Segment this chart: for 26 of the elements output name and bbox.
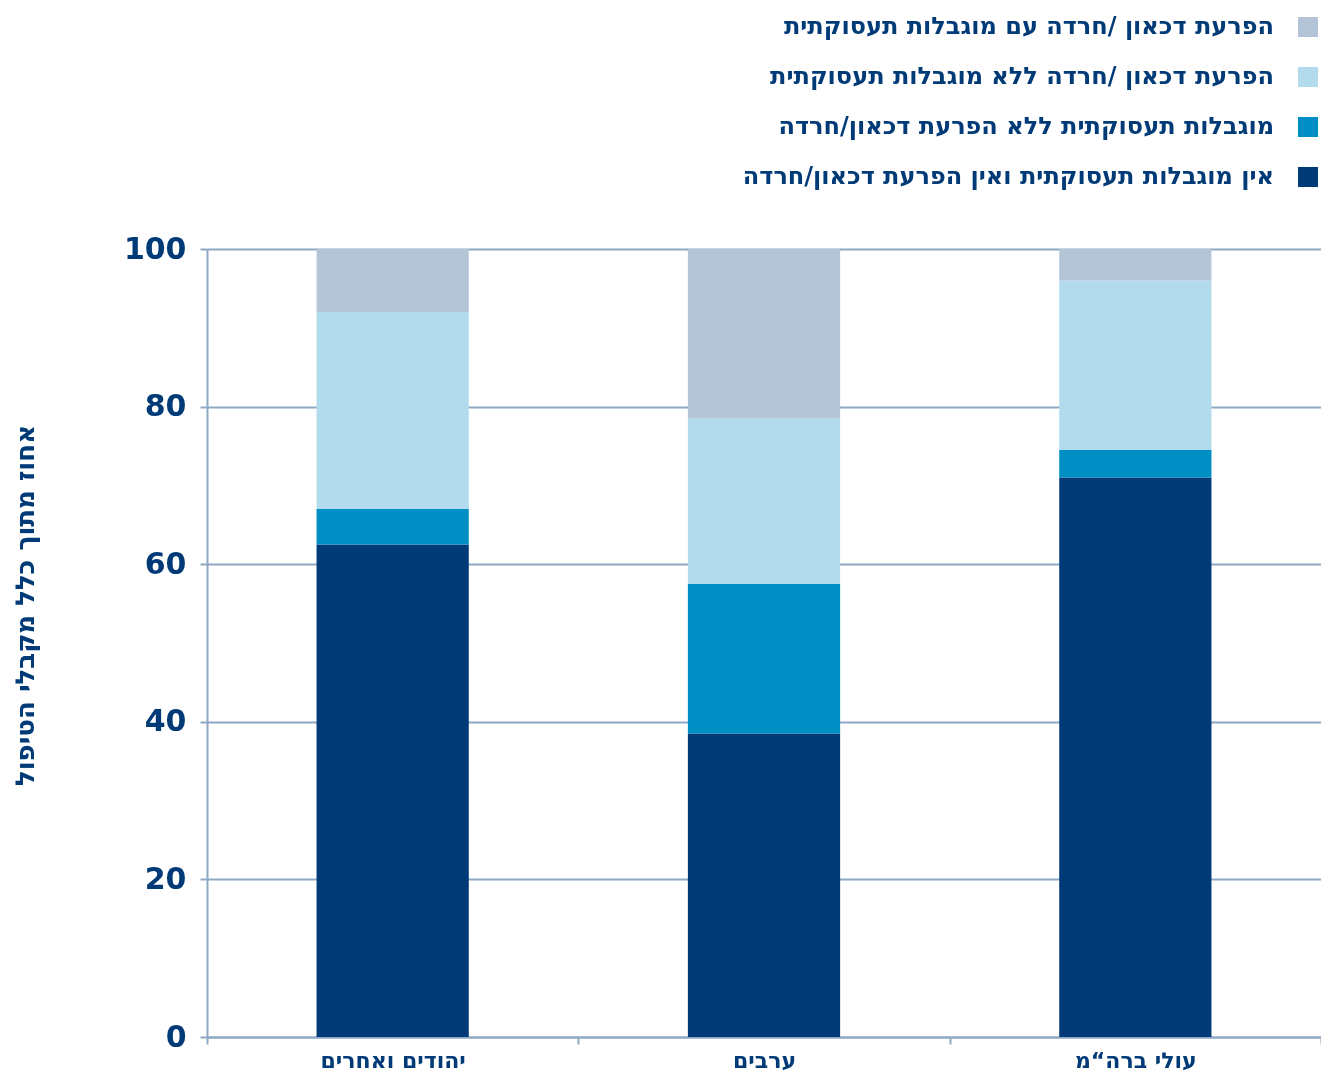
y-tick-label: 40 bbox=[144, 703, 187, 739]
bar bbox=[687, 418, 841, 584]
bar bbox=[687, 583, 841, 734]
bar bbox=[687, 249, 841, 419]
bar bbox=[316, 249, 469, 313]
y-tick-label: 20 bbox=[144, 860, 187, 896]
y-tick-label: 0 bbox=[165, 1018, 187, 1054]
legend-label: אין מוגבלות תעסוקתית ואין הפרעת דכאון/חרדה bbox=[742, 162, 1274, 190]
y-tick-label: 60 bbox=[144, 545, 187, 581]
y-tick-label: 80 bbox=[144, 388, 187, 424]
legend-label: הפרעת דכאון /חרדה ללא מוגבלות תעסוקתית bbox=[770, 62, 1274, 90]
bar bbox=[316, 544, 469, 1037]
legend-label: הפרעת דכאון /חרדה עם מוגבלות תעסוקתית bbox=[783, 12, 1274, 40]
x-tick-label: עולי ברה“מ bbox=[1074, 1047, 1197, 1073]
bar bbox=[1059, 280, 1212, 450]
y-tick-label: 100 bbox=[123, 230, 187, 266]
x-tick-label: ערבים bbox=[732, 1047, 797, 1073]
bar bbox=[316, 509, 469, 545]
bar bbox=[1059, 477, 1212, 1037]
bar bbox=[316, 312, 469, 510]
y-axis-title: אחוז מתוך כלל מקבלי הטיפול bbox=[9, 424, 40, 787]
bar bbox=[1059, 449, 1212, 478]
bar bbox=[687, 733, 841, 1037]
legend-label: מוגבלות תעסוקתית ללא הפרעת דכאון/חרדה bbox=[778, 112, 1274, 140]
bar bbox=[1059, 249, 1212, 281]
x-tick-label: יהודים ואחרים bbox=[320, 1047, 466, 1073]
